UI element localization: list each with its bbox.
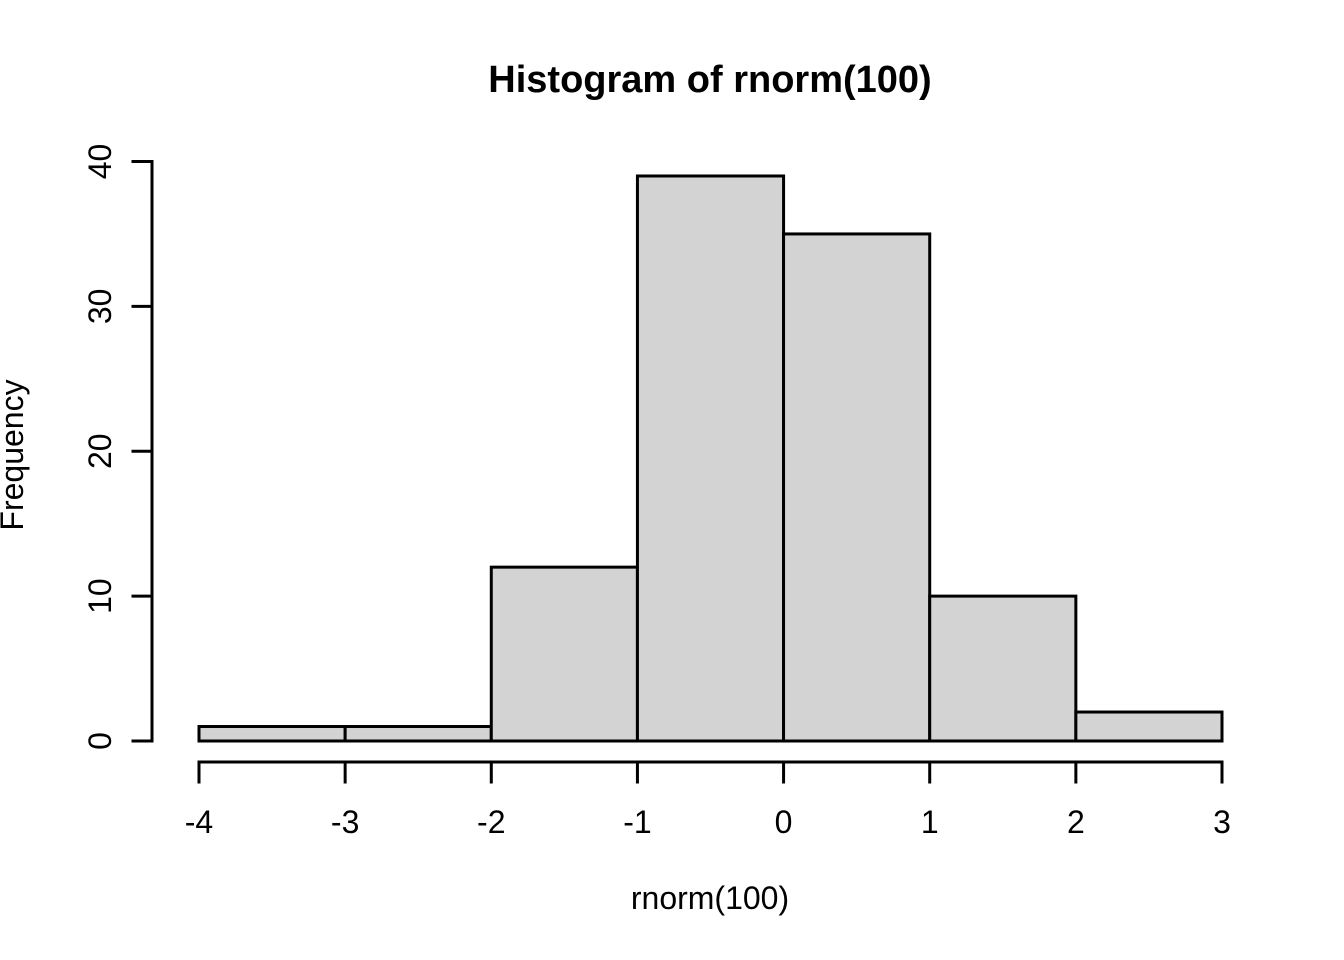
histogram-bar <box>343 725 493 743</box>
y-axis: 0 10 20 30 40 <box>82 144 154 750</box>
histogram-bar <box>782 232 932 743</box>
x-tick-label: -1 <box>623 804 651 840</box>
x-tick-label: 1 <box>921 804 939 840</box>
y-tick-label: 10 <box>82 578 118 614</box>
y-tick-label: 30 <box>82 289 118 325</box>
x-axis: -4 -3 -2 -1 0 1 2 3 <box>185 760 1231 840</box>
histogram-bar <box>197 725 347 743</box>
bars-group <box>197 174 1224 743</box>
histogram-bar <box>928 594 1078 743</box>
chart-title: Histogram of rnorm(100) <box>488 59 931 101</box>
y-axis-label: Frequency <box>0 379 30 530</box>
y-tick-label: 0 <box>82 732 118 750</box>
x-tick-label: -3 <box>331 804 359 840</box>
x-tick-label: -2 <box>477 804 505 840</box>
histogram-bar <box>1074 710 1224 743</box>
x-tick-label: -4 <box>185 804 213 840</box>
x-tick-label: 3 <box>1213 804 1231 840</box>
y-tick-label: 20 <box>82 433 118 469</box>
x-axis-label: rnorm(100) <box>631 880 789 916</box>
histogram-bar <box>635 174 786 743</box>
x-tick-label: 2 <box>1067 804 1085 840</box>
y-tick-label: 40 <box>82 144 118 180</box>
histogram-bar <box>489 565 639 743</box>
x-tick-label: 0 <box>775 804 793 840</box>
